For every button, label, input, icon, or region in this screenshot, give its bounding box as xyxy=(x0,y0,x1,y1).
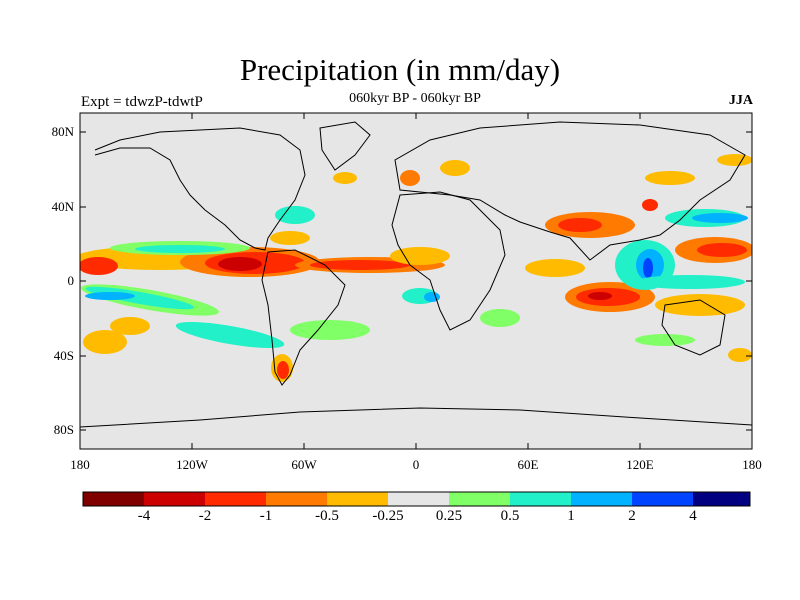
y-tick-label: 80S xyxy=(53,422,74,437)
colorbar-label: 0.5 xyxy=(500,508,520,524)
colorbar-swatch xyxy=(632,492,693,506)
north-america-coast xyxy=(94,127,306,251)
x-tick-label: 120W xyxy=(176,457,208,472)
colorbar xyxy=(82,491,751,507)
colorbar-label: 2 xyxy=(628,508,636,524)
season-label: JJA xyxy=(728,93,753,108)
antarctica-coast xyxy=(80,407,752,428)
anomaly-patch xyxy=(277,361,289,379)
anomaly-patch xyxy=(717,154,752,166)
colorbar-label: 1 xyxy=(567,508,575,524)
colorbar-swatch xyxy=(571,492,632,506)
anomaly-patch xyxy=(175,321,285,349)
anomaly-patch xyxy=(290,320,370,340)
anomaly-patch xyxy=(643,258,653,278)
map-plot-area xyxy=(80,113,752,449)
colorbar-swatch xyxy=(510,492,571,506)
australia-coast xyxy=(661,299,726,356)
colorbar-swatch xyxy=(693,492,750,506)
colorbar-swatch xyxy=(449,492,510,506)
anomaly-patch xyxy=(80,257,118,275)
anomaly-patch xyxy=(480,309,520,327)
anomaly-patch xyxy=(270,231,310,245)
x-tick-label: 180 xyxy=(742,457,762,472)
colorbar-label: -0.25 xyxy=(372,508,404,524)
x-tick-label: 180 xyxy=(70,457,90,472)
colorbar-swatch xyxy=(144,492,205,506)
colorbar-swatch xyxy=(205,492,266,506)
anomaly-patch xyxy=(642,199,658,211)
anomaly-patch xyxy=(558,218,602,232)
colorbar-label: 4 xyxy=(689,508,697,524)
anomaly-patch xyxy=(525,259,585,277)
anomaly-patch xyxy=(310,260,410,270)
anomaly-patch xyxy=(635,275,745,289)
coastlines xyxy=(80,121,752,428)
axis-ticks xyxy=(80,113,752,449)
y-tick-label: 80N xyxy=(51,124,74,139)
greenland-coast xyxy=(319,121,371,171)
anomaly-patch xyxy=(655,294,745,316)
colorbar-frame xyxy=(82,491,751,507)
colorbar-swatch xyxy=(83,492,144,506)
anomaly-patch xyxy=(424,292,440,302)
y-tick-label: 40N xyxy=(51,199,74,214)
africa-coast xyxy=(391,191,506,331)
anomaly-patch xyxy=(135,245,225,253)
x-tick-label: 60E xyxy=(517,457,539,472)
anomaly-patch xyxy=(83,330,127,354)
eurasia-coast xyxy=(394,121,746,261)
colorbar-swatch xyxy=(327,492,388,506)
chart-title: Precipitation (in mm/day) xyxy=(239,52,561,87)
anomaly-patch xyxy=(275,206,315,224)
colorbar-label: -2 xyxy=(198,508,212,524)
anomaly-patch xyxy=(333,172,357,184)
anomaly-patch xyxy=(218,257,262,271)
colorbar-label: 0.25 xyxy=(435,508,463,524)
anomaly-patch xyxy=(635,334,695,346)
colorbar-swatch xyxy=(266,492,327,506)
colorbar-label: -4 xyxy=(137,508,151,524)
anomaly-field xyxy=(80,154,752,382)
anomaly-patch xyxy=(588,292,612,300)
period-label: 060kyr BP - 060kyr BP xyxy=(349,91,481,106)
y-tick-label: 0 xyxy=(67,273,75,288)
anomaly-patch xyxy=(728,348,752,362)
x-tick-label: 0 xyxy=(412,457,420,472)
colorbar-label: -1 xyxy=(259,508,273,524)
experiment-label: Expt = tdwzP-tdwtP xyxy=(81,94,203,110)
x-tick-label: 60W xyxy=(291,457,317,472)
anomaly-patch xyxy=(110,317,150,335)
anomaly-patch xyxy=(390,247,450,265)
anomaly-patch xyxy=(692,213,748,223)
anomaly-patch xyxy=(697,243,747,257)
anomaly-patch xyxy=(440,160,470,176)
y-tick-label: 40S xyxy=(53,348,74,363)
south-america-coast xyxy=(261,249,346,386)
colorbar-swatch xyxy=(388,492,449,506)
anomaly-patch xyxy=(645,171,695,185)
anomaly-patch xyxy=(400,170,420,186)
x-tick-label: 120E xyxy=(626,457,654,472)
colorbar-label: -0.5 xyxy=(315,508,339,524)
anomaly-patch xyxy=(85,292,135,300)
